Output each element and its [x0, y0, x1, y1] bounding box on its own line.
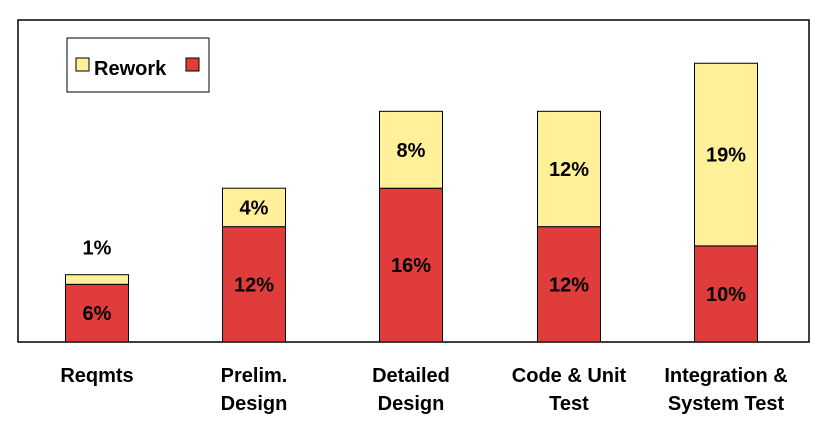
value-label-rework-4: 19% — [706, 145, 746, 167]
category-label-4-1: System Test — [668, 393, 785, 415]
bar-rework-4 — [694, 62, 758, 247]
bar-base-0 — [65, 283, 129, 343]
bar-rework-1 — [222, 187, 286, 228]
bar-base-4 — [694, 245, 758, 343]
bar-rework-0 — [65, 274, 129, 285]
bars-group — [65, 62, 758, 343]
category-label-4-0: Integration & — [664, 365, 787, 387]
legend-label-rework: Rework — [94, 58, 167, 80]
value-label-rework-3: 12% — [549, 159, 589, 181]
value-label-base-1: 12% — [234, 274, 274, 296]
value-label-base-4: 10% — [706, 284, 746, 306]
category-label-3-1: Test — [549, 393, 589, 415]
category-label-1-0: Prelim. — [221, 365, 288, 387]
category-label-2-1: Design — [378, 393, 445, 415]
value-label-rework-2: 8% — [397, 140, 426, 162]
bar-base-3 — [537, 226, 601, 343]
value-label-base-2: 16% — [391, 255, 431, 277]
value-label-rework-0: 1% — [83, 238, 112, 260]
category-label-1-1: Design — [221, 393, 288, 415]
category-labels-group: Reqmts Prelim. Design Detailed Design Code & … — [60, 365, 787, 415]
value-label-base-3: 12% — [549, 274, 589, 296]
bar-rework-2 — [379, 110, 443, 189]
category-label-0-0: Reqmts — [60, 365, 133, 387]
category-label-3-0: Code & Unit — [512, 365, 627, 387]
value-label-rework-1: 4% — [240, 197, 269, 219]
labels-group: 6% 1% 12% 4% 16% 8% 12% 12% 10% 19% — [83, 140, 747, 325]
bar-base-1 — [222, 226, 286, 343]
category-label-2-0: Detailed — [372, 365, 450, 387]
legend-box — [66, 37, 210, 93]
legend-swatch-base — [185, 57, 200, 72]
value-label-base-0: 6% — [83, 303, 112, 325]
legend-swatch-rework — [75, 57, 90, 72]
bar-rework-3 — [537, 110, 601, 228]
legend: Rework — [66, 37, 210, 93]
